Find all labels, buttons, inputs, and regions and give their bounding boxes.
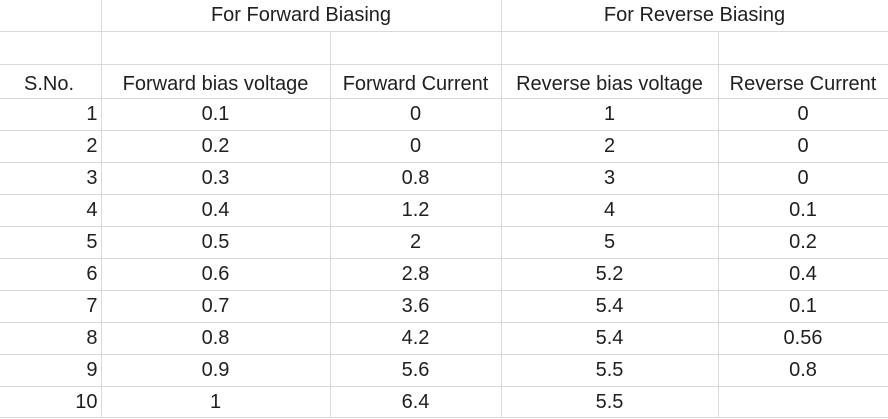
forward-current-cell[interactable]: 0 — [329, 130, 502, 163]
forward-current-cell[interactable]: 0 — [329, 98, 502, 131]
reverse-current-cell[interactable]: 0 — [717, 162, 888, 195]
table-row: 7 0.7 3.6 5.4 0.1 — [0, 290, 888, 323]
table-row: 1 0.1 0 1 0 — [0, 98, 888, 131]
forward-current-cell[interactable]: 2.8 — [329, 258, 502, 291]
forward-current-header[interactable]: Forward Current — [329, 64, 502, 99]
forward-bias-voltage-cell[interactable]: 0.5 — [100, 226, 331, 259]
cell-e2[interactable] — [717, 31, 888, 65]
sno-cell[interactable]: 7 — [0, 290, 102, 323]
sno-cell[interactable]: 1 — [0, 98, 102, 131]
forward-current-cell[interactable]: 0.8 — [329, 162, 502, 195]
table-row: 3 0.3 0.8 3 0 — [0, 162, 888, 195]
reverse-current-cell[interactable]: 0.56 — [717, 322, 888, 355]
forward-current-cell[interactable]: 4.2 — [329, 322, 502, 355]
blank-row — [0, 31, 888, 65]
sno-cell[interactable]: 4 — [0, 194, 102, 227]
reverse-current-cell[interactable]: 0.1 — [717, 290, 888, 323]
sno-cell[interactable]: 3 — [0, 162, 102, 195]
sno-cell[interactable]: 2 — [0, 130, 102, 163]
table-row: 4 0.4 1.2 4 0.1 — [0, 194, 888, 227]
reverse-bias-voltage-cell[interactable]: 5 — [500, 226, 719, 259]
sno-cell[interactable]: 9 — [0, 354, 102, 387]
forward-current-cell[interactable]: 6.4 — [329, 386, 502, 418]
cell-d2[interactable] — [500, 31, 719, 65]
forward-current-cell[interactable]: 3.6 — [329, 290, 502, 323]
reverse-bias-voltage-cell[interactable]: 2 — [500, 130, 719, 163]
reverse-bias-voltage-cell[interactable]: 5.2 — [500, 258, 719, 291]
reverse-bias-voltage-cell[interactable]: 5.4 — [500, 322, 719, 355]
table-row: 9 0.9 5.6 5.5 0.8 — [0, 354, 888, 387]
table-row: 8 0.8 4.2 5.4 0.56 — [0, 322, 888, 355]
cell-a1[interactable] — [0, 0, 102, 32]
sno-cell[interactable]: 10 — [0, 386, 102, 418]
group-header-row: For Forward Biasing For Reverse Biasing — [0, 0, 888, 32]
reverse-bias-voltage-cell[interactable]: 5.4 — [500, 290, 719, 323]
reverse-bias-voltage-header[interactable]: Reverse bias voltage — [500, 64, 719, 99]
reverse-current-cell[interactable]: 0.1 — [717, 194, 888, 227]
sno-cell[interactable]: 5 — [0, 226, 102, 259]
reverse-current-header[interactable]: Reverse Current — [717, 64, 888, 99]
cell-c2[interactable] — [329, 31, 502, 65]
forward-bias-voltage-header[interactable]: Forward bias voltage — [100, 64, 331, 99]
reverse-current-cell[interactable]: 0.4 — [717, 258, 888, 291]
table-row: 10 1 6.4 5.5 — [0, 386, 888, 418]
forward-current-cell[interactable]: 1.2 — [329, 194, 502, 227]
sno-cell[interactable]: 8 — [0, 322, 102, 355]
reverse-bias-voltage-cell[interactable]: 4 — [500, 194, 719, 227]
reverse-bias-voltage-cell[interactable]: 5.5 — [500, 386, 719, 418]
reverse-current-cell[interactable]: 0 — [717, 130, 888, 163]
reverse-bias-voltage-cell[interactable]: 3 — [500, 162, 719, 195]
forward-bias-voltage-cell[interactable]: 0.4 — [100, 194, 331, 227]
reverse-bias-voltage-cell[interactable]: 5.5 — [500, 354, 719, 387]
forward-bias-voltage-cell[interactable]: 0.8 — [100, 322, 331, 355]
reverse-current-cell[interactable]: 0.8 — [717, 354, 888, 387]
sno-column-header[interactable]: S.No. — [0, 64, 102, 99]
forward-bias-voltage-cell[interactable]: 0.2 — [100, 130, 331, 163]
reverse-current-cell[interactable]: 0.2 — [717, 226, 888, 259]
forward-bias-voltage-cell[interactable]: 0.1 — [100, 98, 331, 131]
column-header-row: S.No. Forward bias voltage Forward Curre… — [0, 64, 888, 99]
forward-bias-voltage-cell[interactable]: 0.6 — [100, 258, 331, 291]
forward-bias-voltage-cell[interactable]: 1 — [100, 386, 331, 418]
forward-current-cell[interactable]: 5.6 — [329, 354, 502, 387]
forward-current-cell[interactable]: 2 — [329, 226, 502, 259]
cell-a2[interactable] — [0, 31, 102, 65]
reverse-biasing-group-header[interactable]: For Reverse Biasing — [500, 0, 888, 32]
reverse-current-cell[interactable]: 0 — [717, 98, 888, 131]
table-row: 6 0.6 2.8 5.2 0.4 — [0, 258, 888, 291]
reverse-bias-voltage-cell[interactable]: 1 — [500, 98, 719, 131]
data-rows: 1 0.1 0 1 0 2 0.2 0 2 0 3 0.3 0.8 3 0 4 0.4 1.2 4 0.1 5 0.5 2 5… — [0, 98, 888, 418]
forward-bias-voltage-cell[interactable]: 0.7 — [100, 290, 331, 323]
cell-b2[interactable] — [100, 31, 331, 65]
reverse-current-cell[interactable] — [717, 386, 888, 418]
sno-cell[interactable]: 6 — [0, 258, 102, 291]
forward-biasing-group-header[interactable]: For Forward Biasing — [100, 0, 502, 32]
table-row: 5 0.5 2 5 0.2 — [0, 226, 888, 259]
forward-bias-voltage-cell[interactable]: 0.9 — [100, 354, 331, 387]
table-row: 2 0.2 0 2 0 — [0, 130, 888, 163]
forward-bias-voltage-cell[interactable]: 0.3 — [100, 162, 331, 195]
